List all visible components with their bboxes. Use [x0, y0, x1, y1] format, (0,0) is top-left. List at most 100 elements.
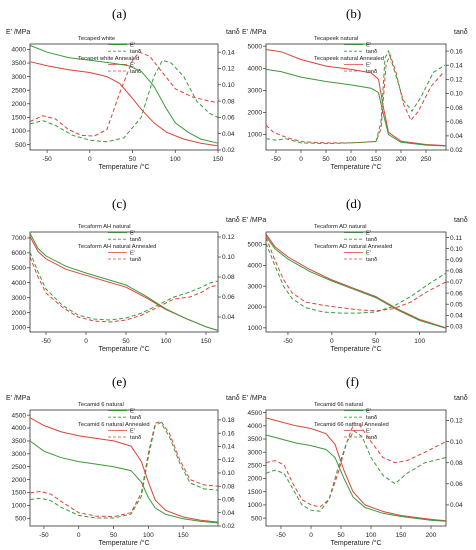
y-right-tick-label: 0.11 — [450, 235, 463, 242]
legend-entry: Tecapeek natural — [314, 36, 358, 42]
x-tick-label: 100 — [414, 338, 425, 345]
y-left-tick-label: 1000 — [12, 128, 27, 135]
y-left-tick-label: 1000 — [12, 503, 27, 510]
legend-entry: E' — [130, 62, 135, 68]
y-right-tick-label: 0.16 — [222, 430, 235, 437]
x-tick-label: -50 — [283, 338, 293, 345]
red-modulus-curve — [265, 49, 447, 147]
y-right-tick-label: 0.04 — [222, 131, 235, 138]
y-left-tick-label: 500 — [251, 515, 262, 522]
y-right-tick-label: 0.08 — [222, 98, 235, 105]
x-tick-label: 100 — [143, 532, 154, 539]
x-tick-label: -50 — [39, 532, 49, 539]
x-tick-label: 100 — [170, 156, 181, 163]
x-tick-label: 0 — [299, 156, 303, 163]
x-tick-label: -50 — [276, 532, 286, 539]
legend-entry: Tecaped white — [78, 36, 115, 42]
panel-letter-b: (b) — [346, 6, 362, 21]
green-modulus-curve — [29, 233, 219, 331]
green-modulus-curve — [265, 434, 447, 522]
red-tan-delta-curve — [29, 420, 219, 518]
y-left-axis-label: E' /MPa — [242, 217, 266, 224]
y-left-tick-label: 1000 — [12, 325, 27, 332]
x-axis-label: Temperature /°C — [98, 163, 149, 171]
y-left-tick-label: 2000 — [248, 110, 263, 117]
legend-entry: tanδ — [130, 69, 141, 75]
y-left-tick-label: 5000 — [248, 242, 263, 249]
green-modulus-curve — [265, 235, 447, 329]
legend-entry: E' — [366, 43, 371, 49]
x-tick-label: 150 — [213, 156, 224, 163]
x-tick-label: 100 — [346, 156, 357, 163]
y-right-tick-label: 0.07 — [450, 279, 463, 286]
y-right-tick-label: 0.02 — [222, 147, 235, 154]
y-left-tick-label: 3000 — [248, 283, 263, 290]
x-axis-label: Temperature /°C — [98, 345, 149, 353]
y-right-tick-label: 0.04 — [222, 510, 235, 517]
x-axis-label: Temperature /°C — [330, 539, 381, 547]
y-right-tick-label: 0.14 — [222, 444, 235, 451]
x-tick-label: 50 — [110, 532, 118, 539]
y-left-tick-label: 3500 — [12, 60, 27, 67]
y-right-tick-label: 0.12 — [222, 234, 235, 241]
y-left-tick-label: 4000 — [12, 47, 27, 54]
plot-frame — [29, 43, 219, 151]
legend-entry: E' — [366, 428, 371, 434]
y-right-tick-label: 0.08 — [450, 460, 463, 467]
y-right-tick-label: 0.02 — [450, 147, 463, 154]
y-right-axis-label: tanδ — [226, 395, 240, 402]
x-tick-label: 50 — [122, 338, 130, 345]
y-left-tick-label: 3500 — [12, 438, 27, 445]
panel-letter-a: (a) — [112, 6, 127, 21]
legend-entry: Tecaform AD natural Annealed — [314, 244, 392, 250]
legend-entry: Tecaform AH natural — [78, 224, 131, 230]
plot-frame — [265, 43, 447, 151]
plot-frame — [29, 231, 219, 333]
y-left-tick-label: 3500 — [248, 436, 263, 443]
x-tick-label: 50 — [372, 338, 380, 345]
y-right-tick-label: 0.04 — [450, 133, 463, 140]
y-left-tick-label: 2000 — [248, 304, 263, 311]
x-tick-label: 0 — [309, 532, 313, 539]
x-tick-label: -50 — [271, 156, 281, 163]
y-right-axis-label: tanδ — [454, 217, 468, 224]
legend-entry: E' — [366, 231, 371, 237]
y-left-tick-label: 3000 — [12, 451, 27, 458]
red-modulus-curve — [29, 417, 219, 523]
y-left-tick-label: 500 — [15, 515, 26, 522]
legend-entry: tanδ — [366, 435, 377, 441]
legend-entry: tanδ — [130, 415, 141, 421]
legend-entry: Tecamid 6 natural — [78, 402, 124, 408]
legend-entry: tanδ — [366, 69, 377, 75]
y-right-tick-label: 0.16 — [450, 48, 463, 55]
y-left-tick-label: 4000 — [248, 65, 263, 72]
legend-entry: tanδ — [366, 237, 377, 243]
green-tan-delta-curve — [265, 430, 447, 512]
y-right-tick-label: 0.10 — [450, 246, 463, 253]
y-left-tick-label: 2000 — [12, 310, 27, 317]
y-left-tick-label: 1000 — [248, 502, 263, 509]
y-right-axis-label: tanδ — [454, 29, 468, 36]
red-modulus-curve — [29, 61, 219, 147]
y-right-tick-label: 0.06 — [222, 497, 235, 504]
green-modulus-curve — [265, 68, 447, 147]
green-tan-delta-curve — [29, 421, 219, 519]
y-right-tick-label: 0.10 — [450, 91, 463, 98]
x-tick-label: 150 — [396, 532, 407, 539]
y-left-tick-label: 2500 — [12, 87, 27, 94]
red-tan-delta-curve — [265, 237, 447, 312]
legend-entry: tanδ — [130, 257, 141, 263]
y-left-tick-label: 2500 — [12, 464, 27, 471]
x-tick-label: 150 — [371, 156, 382, 163]
y-right-tick-label: 0.04 — [222, 314, 235, 321]
x-tick-label: 200 — [426, 532, 437, 539]
y-left-tick-label: 2000 — [12, 101, 27, 108]
y-right-tick-label: 0.14 — [222, 49, 235, 56]
x-tick-label: 0 — [77, 532, 81, 539]
y-right-tick-label: 0.06 — [222, 115, 235, 122]
panel-letter-c: (c) — [112, 196, 127, 211]
legend-entry: Tecapet white Annealed — [78, 56, 139, 62]
